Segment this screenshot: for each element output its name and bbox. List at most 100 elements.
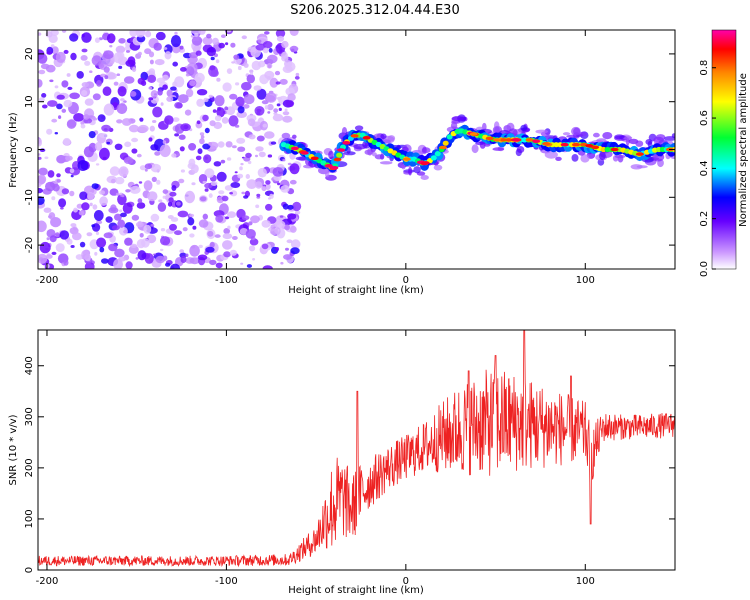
noise-blob (55, 232, 60, 238)
ridge-peak (560, 142, 569, 147)
noise-blob (287, 93, 296, 102)
ridge-peak (350, 134, 359, 138)
noise-blob (221, 117, 229, 124)
noise-blob (49, 235, 57, 243)
noise-blob (56, 94, 65, 100)
ridge-halo (471, 144, 479, 154)
noise-blob (118, 38, 126, 44)
noise-blob (153, 42, 162, 51)
ridge-core (434, 151, 441, 157)
noise-blob (208, 142, 213, 146)
colorbar-ticks: 0.0 0.2 0.4 0.6 0.8 (699, 60, 716, 277)
noise-blob (270, 141, 277, 145)
ridge-peak (324, 164, 333, 168)
ridge-halo (421, 147, 431, 154)
noise-blob (229, 192, 234, 195)
noise-blob (76, 71, 84, 79)
ridge-halo (555, 156, 562, 161)
noise-blob (237, 173, 244, 179)
noise-blob (294, 75, 300, 80)
noise-blob (42, 104, 48, 109)
noise-blob (131, 148, 138, 154)
noise-blob (285, 247, 289, 251)
noise-blob (147, 191, 158, 202)
noise-blob (170, 263, 181, 269)
noise-blob (199, 196, 207, 202)
ridge-halo (492, 147, 505, 151)
noise-blob (139, 117, 144, 122)
noise-blob (241, 35, 247, 40)
noise-blob (118, 65, 123, 69)
y-tick-label: 0 (24, 567, 35, 573)
noise-blob (54, 132, 58, 135)
ridge-peak (300, 151, 309, 155)
noise-blob (150, 224, 155, 227)
noise-blob (103, 103, 115, 116)
ridge-core (446, 134, 453, 140)
noise-blob (276, 103, 281, 107)
ridge-core (442, 140, 449, 146)
noise-blob (220, 159, 226, 164)
noise-blob (197, 148, 203, 155)
figure-title: S206.2025.312.04.44.E30 (290, 3, 459, 18)
ridge-halo (379, 161, 393, 165)
noise-blob (185, 73, 190, 77)
ridge-peak (333, 157, 342, 162)
noise-blob (162, 195, 166, 199)
noise-blob (202, 114, 209, 122)
noise-blob (229, 249, 237, 256)
noise-blob (258, 151, 266, 158)
noise-blob (223, 228, 230, 235)
noise-blob (38, 53, 48, 64)
noise-blob (248, 245, 256, 252)
noise-blob (92, 93, 101, 101)
ridge-peak (585, 144, 594, 148)
noise-blob (79, 191, 88, 200)
noise-blob (229, 93, 238, 100)
colorbar-tick-label: 0.6 (699, 110, 710, 126)
noise-blob (95, 163, 100, 166)
noise-blob (114, 213, 122, 221)
noise-blob (180, 123, 191, 132)
x-tick-label: 100 (576, 576, 595, 587)
noise-blob (92, 204, 98, 210)
noise-blob (184, 190, 195, 204)
noise-blob (99, 133, 108, 139)
ridge-peak (439, 145, 447, 150)
noise-blob (38, 69, 46, 75)
noise-blob (267, 154, 273, 158)
snr-frame (37, 329, 676, 571)
noise-blob (152, 120, 157, 123)
ridge-peak (635, 152, 644, 156)
noise-blob (222, 233, 233, 240)
noise-blob (83, 146, 94, 158)
noise-blob (95, 231, 100, 236)
noise-blob (61, 30, 67, 33)
noise-blob (51, 196, 56, 201)
noise-blob (177, 94, 189, 104)
noise-blob (137, 198, 143, 204)
ridge-peak (330, 166, 339, 170)
noise-blob (264, 131, 275, 139)
y-tick-label: -20 (24, 237, 35, 253)
noise-blob (171, 153, 177, 158)
noise-blob (153, 253, 157, 256)
noise-blob (56, 103, 63, 110)
snr-ylabel: SNR (10 * v/v) (8, 414, 19, 485)
noise-blob (130, 91, 137, 97)
noise-blob (230, 182, 241, 188)
noise-blob (227, 211, 237, 219)
noise-blob (69, 92, 80, 100)
noise-blob (47, 170, 55, 178)
noise-blob (121, 194, 125, 198)
noise-blob (247, 118, 256, 127)
noise-blob (202, 36, 213, 46)
noise-blob (208, 94, 213, 98)
ridge-peak (572, 142, 580, 147)
noise-blob (225, 141, 233, 148)
noise-blob (160, 102, 164, 106)
noise-blob (150, 163, 161, 173)
noise-blob (89, 202, 93, 207)
noise-blob (256, 196, 261, 199)
noise-blob (56, 173, 61, 178)
